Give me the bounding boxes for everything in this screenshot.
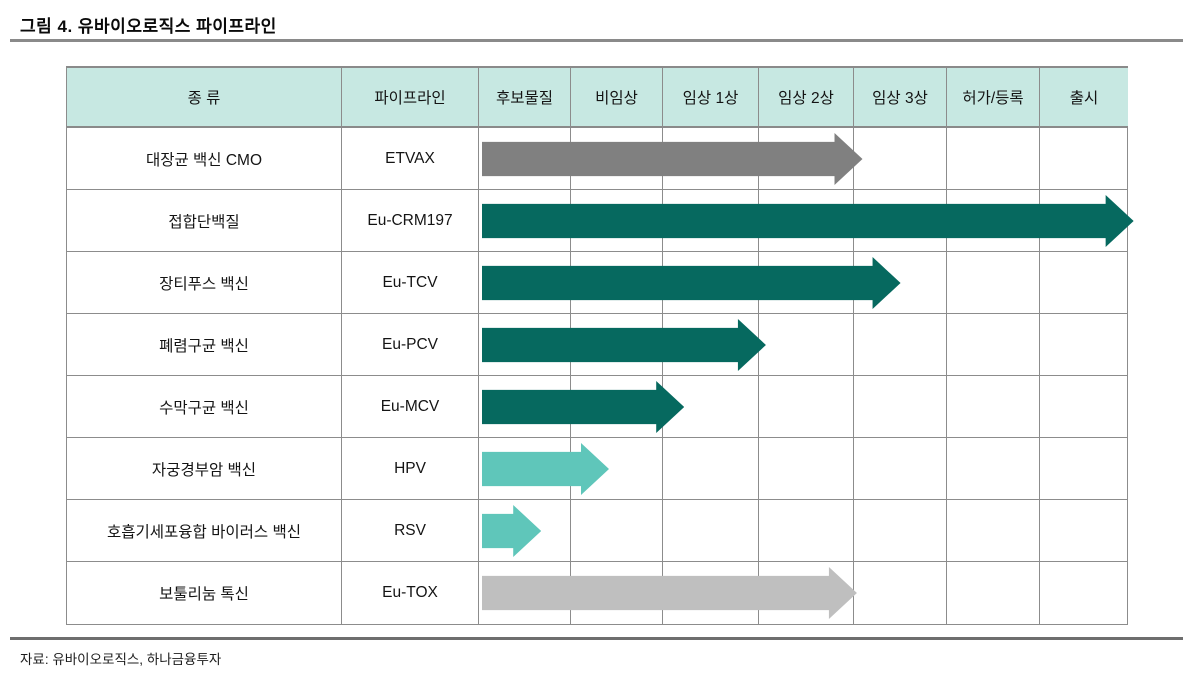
- stage-cell-launch: [1040, 562, 1128, 624]
- footer-divider: [10, 637, 1183, 640]
- category-cell: 호흡기세포융합 바이러스 백신: [67, 500, 342, 562]
- stage-cell-phase1: [663, 376, 759, 438]
- stage-cell-phase3: [854, 562, 947, 624]
- pipeline-cell: RSV: [342, 500, 479, 562]
- stage-cell-phase2: [759, 314, 854, 376]
- header-phase2: 임상 2상: [759, 68, 854, 128]
- stage-cell-launch: [1040, 314, 1128, 376]
- stage-cell-launch: [1040, 128, 1128, 190]
- pipeline-table: 종 류 파이프라인 후보물질 비임상 임상 1상 임상 2상 임상 3상 허가/…: [66, 66, 1128, 625]
- table-row: 호흡기세포융합 바이러스 백신 RSV: [67, 500, 1128, 562]
- header-preclinical: 비임상: [571, 68, 663, 128]
- stage-cell-approval: [947, 562, 1040, 624]
- stage-cell-phase3: [854, 252, 947, 314]
- pipeline-cell: Eu-CRM197: [342, 190, 479, 252]
- table-row: 대장균 백신 CMO ETVAX: [67, 128, 1128, 190]
- table-row: 장티푸스 백신 Eu-TCV: [67, 252, 1128, 314]
- stage-cell-launch: [1040, 500, 1128, 562]
- stage-cell-phase3: [854, 500, 947, 562]
- stage-cell-approval: [947, 376, 1040, 438]
- category-cell: 보툴리눔 톡신: [67, 562, 342, 624]
- category-cell: 수막구균 백신: [67, 376, 342, 438]
- stage-cell-phase2: [759, 438, 854, 500]
- pipeline-cell: Eu-MCV: [342, 376, 479, 438]
- header-approval: 허가/등록: [947, 68, 1040, 128]
- stage-cell-launch: [1040, 376, 1128, 438]
- stage-cell-launch: [1040, 252, 1128, 314]
- stage-cell-launch: [1040, 438, 1128, 500]
- stage-cell-approval: [947, 314, 1040, 376]
- pipeline-cell: HPV: [342, 438, 479, 500]
- category-cell: 장티푸스 백신: [67, 252, 342, 314]
- pipeline-cell: Eu-TOX: [342, 562, 479, 624]
- category-cell: 폐렴구균 백신: [67, 314, 342, 376]
- table-row: 수막구균 백신 Eu-MCV: [67, 376, 1128, 438]
- pipeline-cell: ETVAX: [342, 128, 479, 190]
- table-row: 보툴리눔 톡신 Eu-TOX: [67, 562, 1128, 624]
- category-cell: 접합단백질: [67, 190, 342, 252]
- stage-cell-preclinical: [571, 438, 663, 500]
- header-candidate: 후보물질: [479, 68, 571, 128]
- pipeline-cell: Eu-TCV: [342, 252, 479, 314]
- table-row: 접합단백질 Eu-CRM197: [67, 190, 1127, 252]
- stage-cell-approval: [947, 252, 1040, 314]
- pipeline-cell: Eu-PCV: [342, 314, 479, 376]
- category-cell: 자궁경부암 백신: [67, 438, 342, 500]
- header-launch: 출시: [1040, 68, 1128, 128]
- stage-cell-approval: [947, 128, 1040, 190]
- stage-cell-phase1: [663, 500, 759, 562]
- stage-cell-phase2: [759, 376, 854, 438]
- header-category: 종 류: [67, 68, 342, 128]
- table-header-row: 종 류 파이프라인 후보물질 비임상 임상 1상 임상 2상 임상 3상 허가/…: [67, 68, 1128, 128]
- header-phase3: 임상 3상: [854, 68, 947, 128]
- title-divider: [10, 39, 1183, 42]
- table-row: 자궁경부암 백신 HPV: [67, 438, 1128, 500]
- table-row: 폐렴구균 백신 Eu-PCV: [67, 314, 1128, 376]
- stage-cell-phase3: [854, 314, 947, 376]
- header-pipeline: 파이프라인: [342, 68, 479, 128]
- stage-cell-candidate: [479, 500, 571, 562]
- source-note: 자료: 유바이오로직스, 하나금융투자: [20, 652, 222, 667]
- category-cell: 대장균 백신 CMO: [67, 128, 342, 190]
- stage-cell-phase3: [854, 376, 947, 438]
- figure-title: 그림 4. 유바이오로직스 파이프라인: [20, 17, 277, 36]
- stage-cell-phase1: [663, 438, 759, 500]
- stage-cell-phase3: [854, 128, 947, 190]
- stage-cell-approval: [947, 500, 1040, 562]
- stage-cell-approval: [947, 438, 1040, 500]
- stage-cell-phase3: [854, 438, 947, 500]
- header-phase1: 임상 1상: [663, 68, 759, 128]
- stage-cell-preclinical: [571, 500, 663, 562]
- stage-cell-phase2: [759, 500, 854, 562]
